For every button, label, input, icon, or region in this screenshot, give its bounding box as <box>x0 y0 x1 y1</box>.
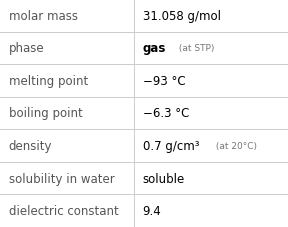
Text: density: density <box>9 139 52 152</box>
Text: soluble: soluble <box>143 172 185 185</box>
Text: phase: phase <box>9 42 44 55</box>
Text: boiling point: boiling point <box>9 107 82 120</box>
Text: dielectric constant: dielectric constant <box>9 204 118 217</box>
Text: −6.3 °C: −6.3 °C <box>143 107 189 120</box>
Text: −93 °C: −93 °C <box>143 75 185 88</box>
Text: gas: gas <box>143 42 166 55</box>
Text: (at STP): (at STP) <box>176 44 214 53</box>
Text: 0.7 g/cm³: 0.7 g/cm³ <box>143 139 199 152</box>
Text: (at 20°C): (at 20°C) <box>213 141 257 151</box>
Text: 9.4: 9.4 <box>143 204 161 217</box>
Text: 31.058 g/mol: 31.058 g/mol <box>143 10 221 23</box>
Text: molar mass: molar mass <box>9 10 78 23</box>
Text: solubility in water: solubility in water <box>9 172 114 185</box>
Text: melting point: melting point <box>9 75 88 88</box>
